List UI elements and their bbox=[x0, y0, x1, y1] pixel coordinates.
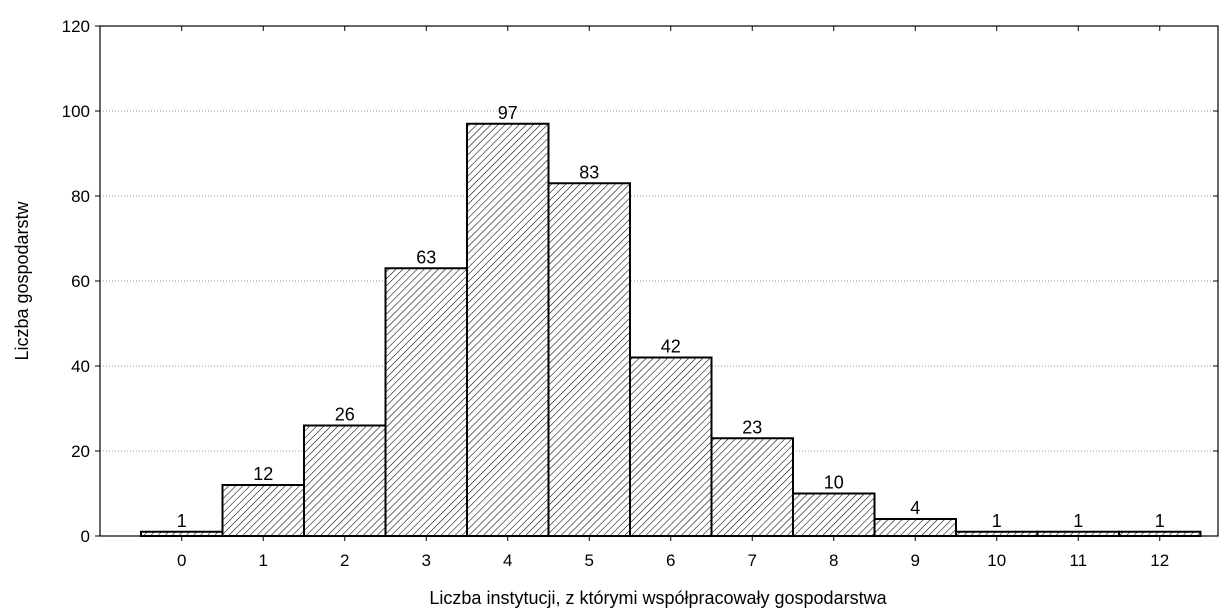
bar bbox=[221, 484, 305, 537]
x-tick-label: 2 bbox=[340, 551, 349, 570]
bar bbox=[303, 424, 387, 537]
bar-value-label: 83 bbox=[579, 162, 599, 182]
x-tick-label: 3 bbox=[422, 551, 431, 570]
bar-value-label: 1 bbox=[1073, 511, 1083, 531]
x-axis-title: Liczba instytucji, z którymi współpracow… bbox=[429, 588, 887, 608]
bar bbox=[140, 530, 224, 537]
y-tick-label: 100 bbox=[62, 102, 90, 121]
x-tick-label: 6 bbox=[666, 551, 675, 570]
x-tick-label: 9 bbox=[911, 551, 920, 570]
bar bbox=[955, 530, 1039, 537]
bar-value-label: 12 bbox=[253, 464, 273, 484]
bar-value-label: 26 bbox=[335, 405, 355, 425]
bars: 1 12 26 63 97 83 42 23 10 4 1 1 1 bbox=[140, 103, 1202, 537]
x-tick-label: 12 bbox=[1150, 551, 1169, 570]
y-tick-label: 120 bbox=[62, 17, 90, 36]
bar-value-label: 63 bbox=[416, 247, 436, 267]
x-tick-label: 4 bbox=[503, 551, 512, 570]
bar-value-label: 23 bbox=[742, 417, 762, 437]
bar-value-label: 1 bbox=[992, 511, 1002, 531]
y-tick-label: 40 bbox=[71, 357, 90, 376]
bar-value-label: 97 bbox=[498, 103, 518, 123]
bar-value-label: 1 bbox=[1155, 511, 1165, 531]
y-tick-label: 80 bbox=[71, 187, 90, 206]
x-tick-label: 11 bbox=[1069, 551, 1087, 570]
bar bbox=[547, 182, 631, 537]
bar-value-label: 4 bbox=[910, 498, 920, 518]
bar bbox=[1118, 530, 1202, 537]
y-axis-title: Liczba gospodarstw bbox=[12, 200, 32, 360]
bar bbox=[629, 356, 713, 537]
bar-value-label: 1 bbox=[177, 511, 187, 531]
x-tick-label: 0 bbox=[177, 551, 186, 570]
plot-frame bbox=[99, 25, 1219, 537]
bar bbox=[710, 437, 794, 537]
bar-value-label: 10 bbox=[824, 473, 844, 493]
bar-value-label: 42 bbox=[661, 337, 681, 357]
y-tick-label: 20 bbox=[71, 442, 90, 461]
bar bbox=[384, 267, 468, 537]
y-tick-label: 0 bbox=[81, 527, 90, 546]
y-tick-label: 60 bbox=[71, 272, 90, 291]
bar bbox=[466, 122, 550, 537]
x-tick-label: 8 bbox=[829, 551, 838, 570]
bar bbox=[792, 492, 876, 537]
x-tick-label: 7 bbox=[748, 551, 757, 570]
bar bbox=[873, 518, 957, 537]
x-tick-label: 10 bbox=[987, 551, 1006, 570]
x-tick-label: 5 bbox=[585, 551, 594, 570]
bar bbox=[1036, 530, 1120, 537]
x-tick-label: 1 bbox=[259, 551, 268, 570]
